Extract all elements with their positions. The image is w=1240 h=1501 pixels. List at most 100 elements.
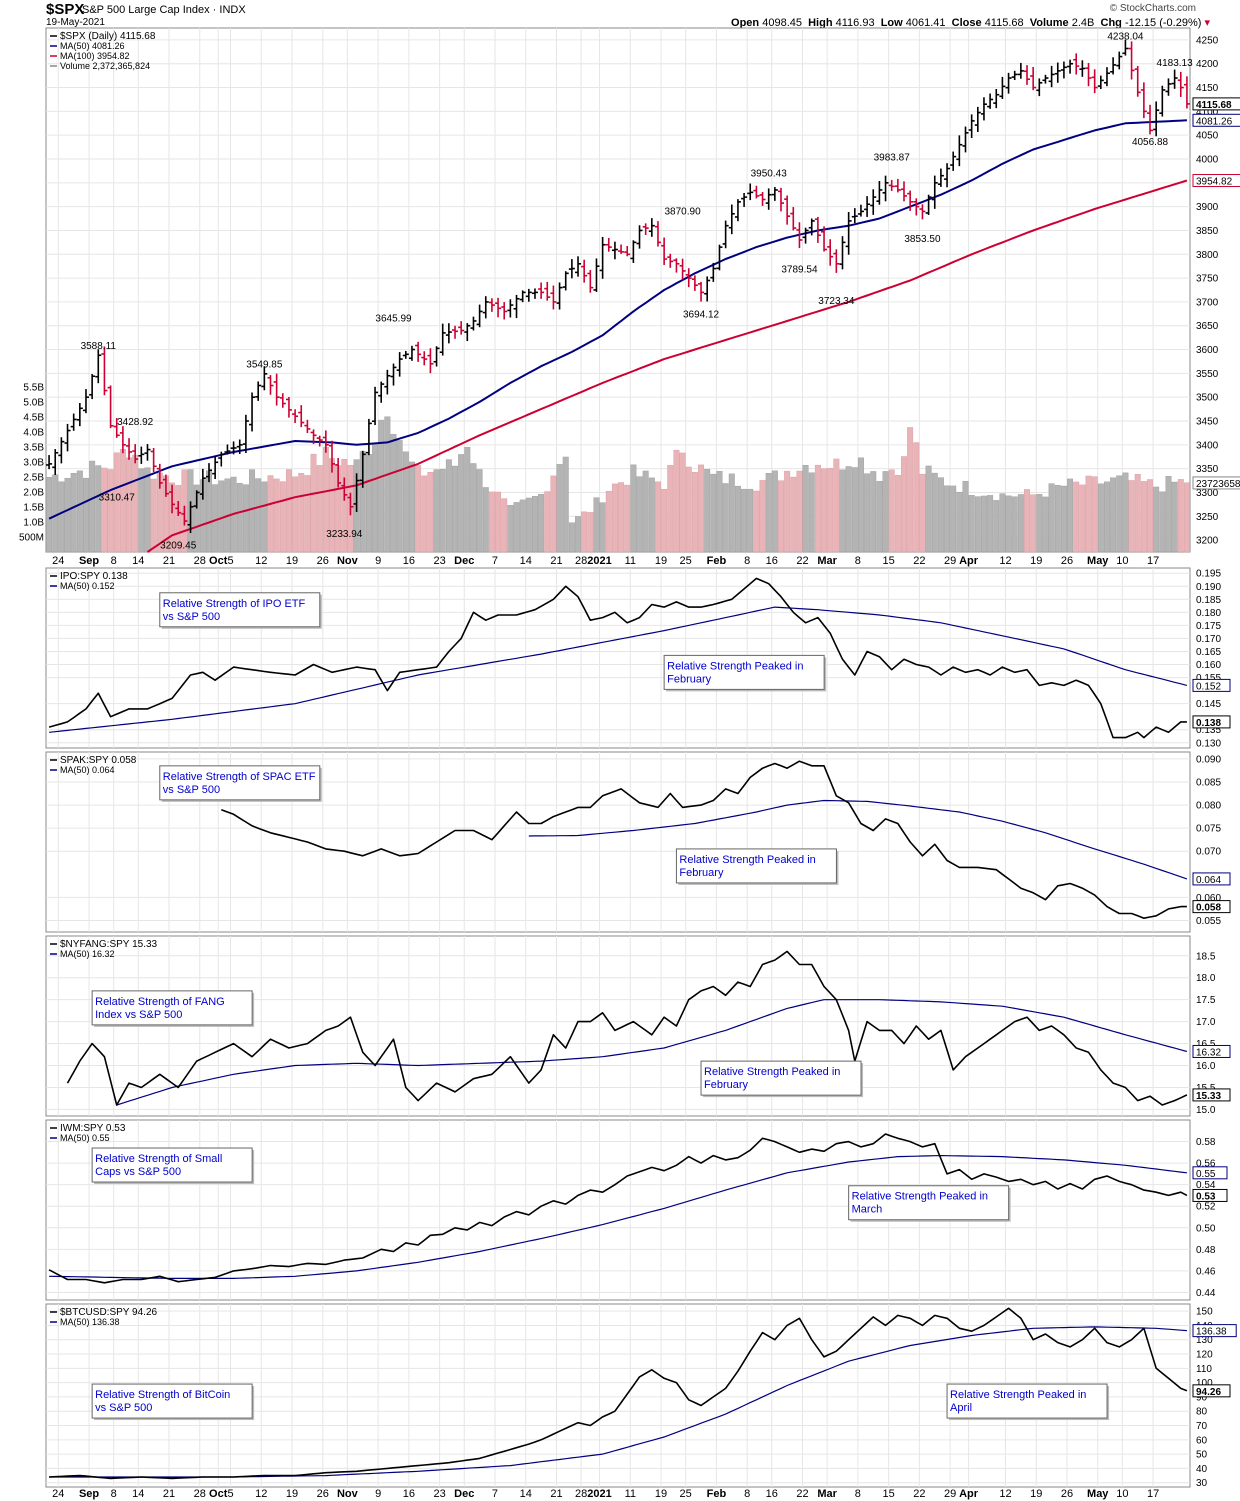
volume-bar xyxy=(101,467,108,553)
price-bar xyxy=(101,346,108,396)
price-bar xyxy=(187,501,194,534)
x-tick-label: 26 xyxy=(317,555,329,567)
callout-box xyxy=(663,654,825,690)
last-ma-label: 0.55 xyxy=(1196,1169,1216,1180)
y-tick-label: 0.180 xyxy=(1196,608,1221,619)
last-value-label: 0.53 xyxy=(1196,1191,1216,1202)
price-bar xyxy=(181,505,188,526)
price-bar xyxy=(255,381,262,401)
volume-bar xyxy=(876,481,883,553)
price-bar xyxy=(236,439,243,454)
volume-bar xyxy=(1060,485,1067,553)
price-bar xyxy=(587,270,594,293)
volume-bar xyxy=(1147,479,1153,553)
callout-text: February xyxy=(704,1079,749,1091)
callout-text: Relative Strength Peaked in xyxy=(704,1066,840,1078)
callout-text: Relative Strength Peaked in xyxy=(852,1191,988,1203)
volume-bar xyxy=(765,473,772,553)
price-bar xyxy=(126,438,133,460)
x-tick-label-bottom: 10 xyxy=(1116,1488,1128,1500)
y-tick-label: 3600 xyxy=(1196,345,1219,356)
volume-bar xyxy=(919,473,926,553)
y-tick-label: 0.52 xyxy=(1196,1202,1216,1213)
y-tick-label: 4250 xyxy=(1196,35,1219,46)
price-bar xyxy=(568,259,575,279)
price-bar xyxy=(513,294,520,319)
y-tick-label: 0.070 xyxy=(1196,847,1221,858)
y-tick-label: 3800 xyxy=(1196,250,1219,261)
last-ma50-label: 4081.26 xyxy=(1196,116,1233,127)
volume-bar xyxy=(1073,481,1080,553)
x-tick-label-bottom: Apr xyxy=(959,1488,979,1500)
price-bar xyxy=(944,163,951,188)
x-tick-label: 8 xyxy=(111,555,117,567)
last-ma100-label: 3954.82 xyxy=(1196,177,1233,188)
price-bar xyxy=(919,204,926,220)
x-tick-label-bottom: 26 xyxy=(1061,1488,1073,1500)
legend-entry: $NYFANG:SPY 15.33 xyxy=(60,939,158,950)
price-annotation: 4238.04 xyxy=(1107,32,1144,43)
y-tick-label: 3750 xyxy=(1196,274,1219,285)
x-tick-label: 10 xyxy=(1116,555,1128,567)
y-tick-label: 0.145 xyxy=(1196,699,1221,710)
price-bar xyxy=(667,253,674,268)
volume-bar xyxy=(624,484,631,553)
price-bar xyxy=(476,304,483,328)
x-tick-label-bottom: 29 xyxy=(944,1488,956,1500)
y-tick-label: 0.090 xyxy=(1196,754,1221,765)
x-tick-label: 22 xyxy=(796,555,808,567)
price-bar xyxy=(52,449,59,475)
volume-bar xyxy=(1011,496,1018,553)
volume-bar xyxy=(987,495,994,553)
volume-bar xyxy=(249,469,256,553)
price-bar xyxy=(833,249,840,273)
price-bar xyxy=(144,444,151,461)
price-annotation: 3983.87 xyxy=(874,153,911,164)
price-bar xyxy=(1116,51,1123,70)
callout-box xyxy=(91,990,253,1026)
volume-bar xyxy=(784,470,791,553)
callout-text: Relative Strength of IPO ETF xyxy=(163,598,306,610)
x-tick-label: 24 xyxy=(52,555,64,567)
panel-1: 0.130 0.135 0.145 0.155 0.160 0.165 0.170 0.175… xyxy=(45,567,1231,749)
price-bar xyxy=(765,188,772,210)
volume-bar xyxy=(747,488,754,553)
volume-bar xyxy=(138,468,145,553)
y-tick-label: 0.44 xyxy=(1196,1288,1216,1299)
price-bar xyxy=(1042,74,1049,84)
price-bar xyxy=(648,218,655,237)
price-annotation: 3549.85 xyxy=(246,359,283,370)
panel-4: 0.44 0.46 0.48 0.50 0.52 0.54 0.56 0.58 0.55 0.53… xyxy=(45,1119,1228,1301)
volume-bar xyxy=(950,485,957,553)
volume-bar xyxy=(1079,484,1086,553)
price-bar xyxy=(70,413,77,431)
x-tick-label: 8 xyxy=(855,555,861,567)
y-tick-label: 15.0 xyxy=(1196,1105,1216,1116)
volume-bar xyxy=(408,461,415,553)
price-bar xyxy=(1128,41,1135,80)
volume-bar xyxy=(83,477,89,553)
volume-bar xyxy=(544,491,551,553)
last-value-label: 0.138 xyxy=(1196,718,1221,729)
price-bar xyxy=(531,288,538,299)
x-tick-label: 16 xyxy=(766,555,778,567)
volume-bar xyxy=(931,472,938,553)
price-bar xyxy=(611,241,618,260)
volume-bar xyxy=(396,440,403,553)
callout-box xyxy=(91,1383,253,1419)
volume-bar xyxy=(316,465,323,553)
volume-bar xyxy=(175,485,182,553)
volume-bar xyxy=(1091,476,1098,553)
volume-bar xyxy=(1122,472,1129,553)
last-ma-label: 16.32 xyxy=(1196,1047,1221,1058)
last-value-label: 0.058 xyxy=(1196,903,1221,914)
last-ma-label: 0.152 xyxy=(1196,681,1221,692)
price-bar xyxy=(673,258,680,273)
y-tick-label: 0.170 xyxy=(1196,634,1221,645)
y-tick-label: 3500 xyxy=(1196,393,1219,404)
volume-bar xyxy=(113,452,120,553)
price-bar xyxy=(82,389,89,414)
